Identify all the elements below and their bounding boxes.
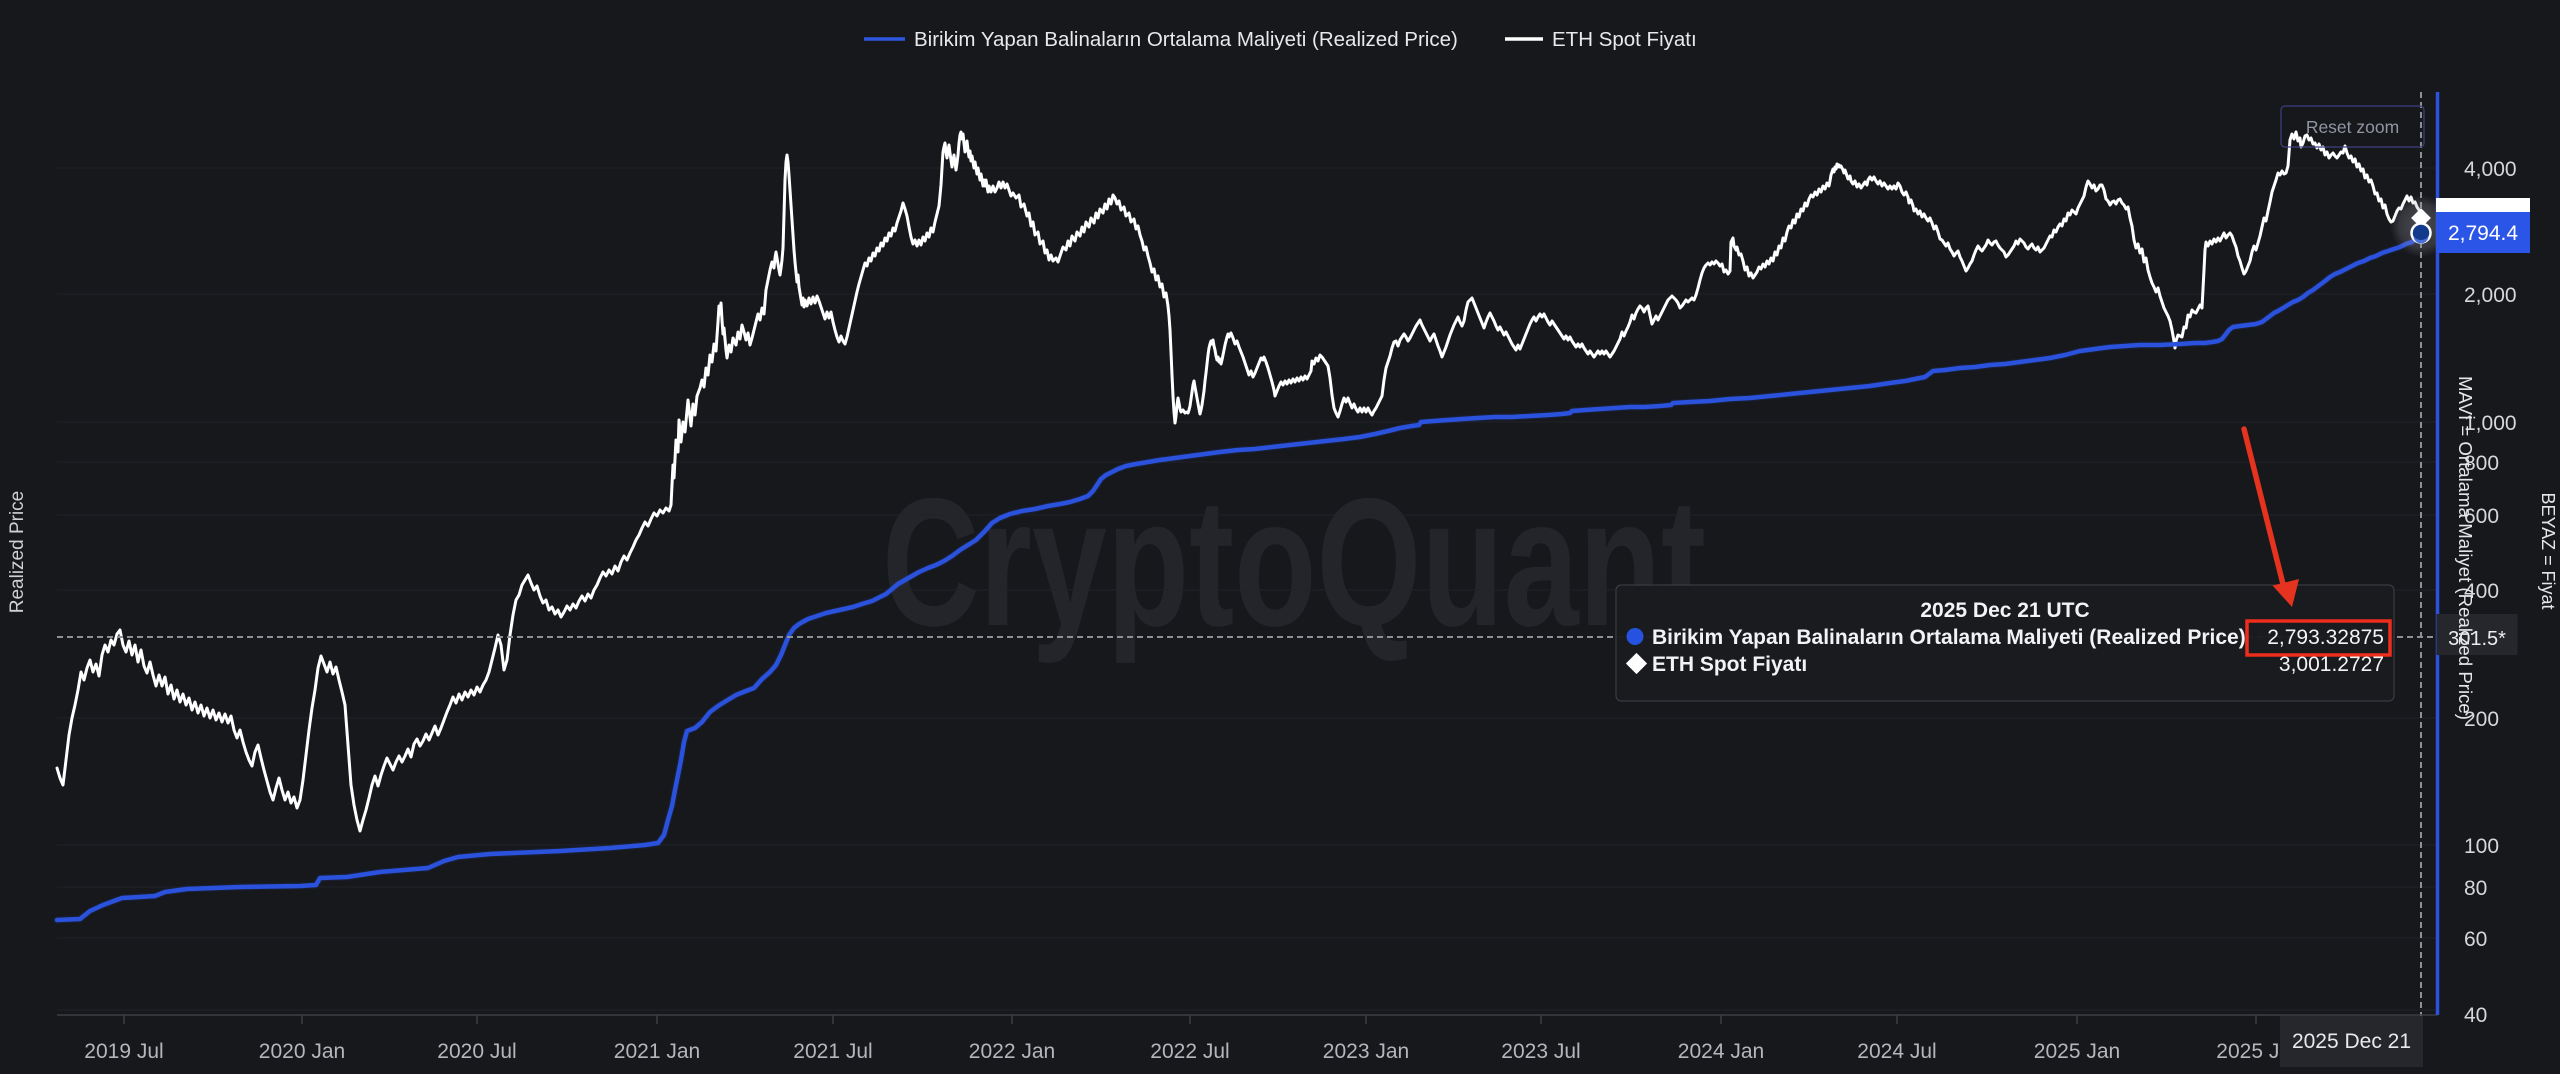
svg-text:2023 Jan: 2023 Jan [1323,1040,1409,1063]
svg-text:2022 Jan: 2022 Jan [969,1040,1055,1063]
svg-text:2024 Jul: 2024 Jul [1857,1040,1936,1063]
svg-text:800: 800 [2464,452,2499,475]
svg-text:2021 Jan: 2021 Jan [614,1040,700,1063]
svg-text:2021 Jul: 2021 Jul [793,1040,872,1063]
svg-text:2,000: 2,000 [2464,284,2517,307]
svg-text:80: 80 [2464,877,2487,900]
svg-text:2019 Jul: 2019 Jul [84,1040,163,1063]
svg-text:Reset zoom: Reset zoom [2306,117,2399,137]
svg-text:100: 100 [2464,835,2499,858]
svg-text:2020 Jan: 2020 Jan [259,1040,345,1063]
svg-text:200: 200 [2464,708,2499,731]
svg-text:60: 60 [2464,928,2487,951]
svg-text:40: 40 [2464,1004,2487,1027]
svg-text:Birikim Yapan Balinaların Orta: Birikim Yapan Balinaların Ortalama Maliy… [1652,626,2246,649]
svg-text:2025 Dec 21 UTC: 2025 Dec 21 UTC [1920,599,2089,622]
svg-text:1,000: 1,000 [2464,412,2517,435]
svg-text:600: 600 [2464,505,2499,528]
svg-text:3,001.2727: 3,001.2727 [2279,653,2384,676]
svg-text:2,793.32875: 2,793.32875 [2267,626,2384,649]
svg-text:2020 Jul: 2020 Jul [437,1040,516,1063]
svg-text:2023 Jul: 2023 Jul [1501,1040,1580,1063]
svg-text:2022 Jul: 2022 Jul [1150,1040,1229,1063]
svg-text:4,000: 4,000 [2464,158,2517,181]
svg-text:Birikim Yapan Balinaların Orta: Birikim Yapan Balinaların Ortalama Maliy… [914,28,1458,51]
svg-text:2025 Jan: 2025 Jan [2034,1040,2120,1063]
svg-text:Realized Price: Realized Price [7,491,28,614]
svg-text:BEYAZ = Fiyat: BEYAZ = Fiyat [2538,493,2558,610]
svg-text:2,794.4: 2,794.4 [2448,222,2518,245]
svg-text:ETH Spot Fiyatı: ETH Spot Fiyatı [1652,653,1807,676]
svg-text:2025 Jul: 2025 Jul [2216,1040,2295,1063]
svg-text:2025 Dec 21: 2025 Dec 21 [2292,1030,2411,1053]
svg-text:CryptoQuant: CryptoQuant [882,460,1706,664]
svg-text:MAVİ = Ortalama Maliyet (Reali: MAVİ = Ortalama Maliyet (Realized Price) [2455,376,2475,720]
svg-text:400: 400 [2464,580,2499,603]
svg-text:301.5*: 301.5* [2448,628,2506,650]
svg-text:2024 Jan: 2024 Jan [1678,1040,1764,1063]
svg-text:ETH Spot Fiyatı: ETH Spot Fiyatı [1552,28,1697,51]
